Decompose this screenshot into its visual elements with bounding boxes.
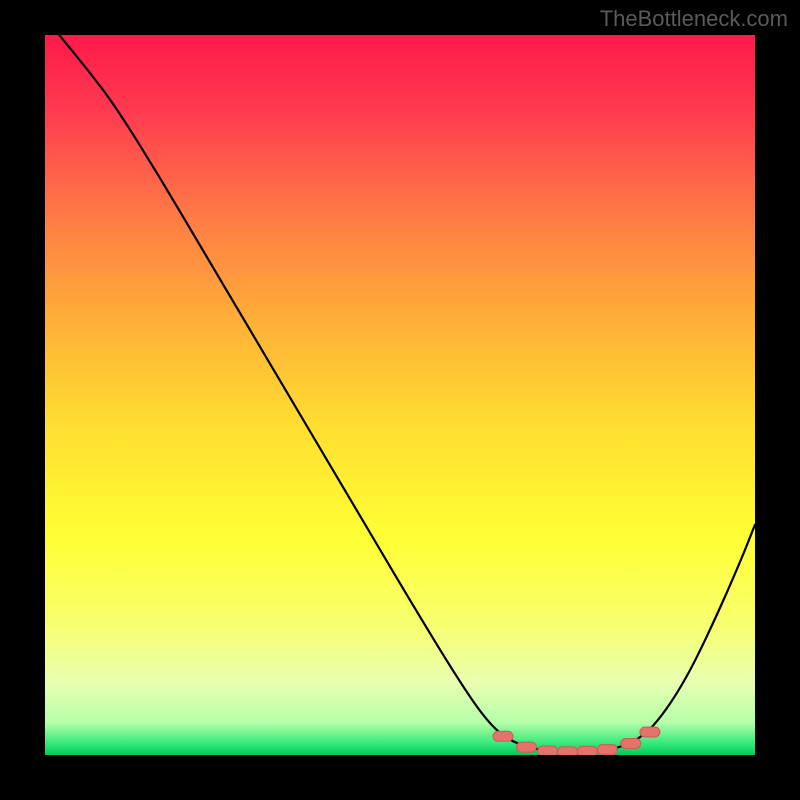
- curve-marker: [577, 746, 597, 755]
- marker-group: [493, 727, 660, 755]
- watermark-text: TheBottleneck.com: [600, 6, 788, 32]
- chart-container: { "watermark": { "text": "TheBottleneck.…: [0, 0, 800, 800]
- curve-marker: [493, 731, 513, 741]
- curve-marker: [516, 742, 536, 752]
- curve-marker: [558, 747, 578, 755]
- plot-area: [45, 35, 755, 755]
- curve-marker: [621, 738, 641, 748]
- bottleneck-curve: [59, 35, 755, 752]
- curve-marker: [538, 746, 558, 755]
- curve-marker: [640, 727, 660, 737]
- curve-marker: [597, 745, 617, 755]
- curve-layer: [45, 35, 755, 755]
